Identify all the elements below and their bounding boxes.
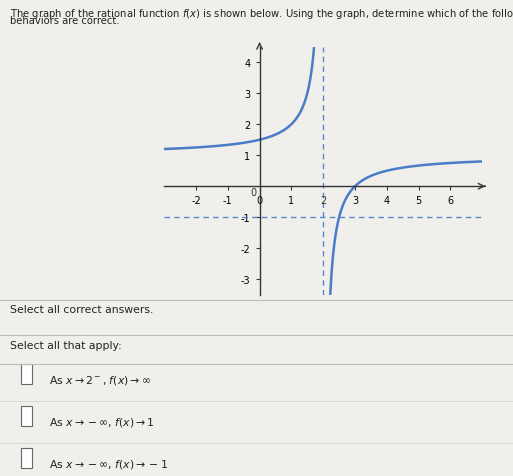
Text: As $x \to -\infty$, $f(x) \to 1$: As $x \to -\infty$, $f(x) \to 1$ bbox=[49, 416, 154, 428]
Text: 0: 0 bbox=[251, 188, 257, 198]
Text: behaviors are correct.: behaviors are correct. bbox=[10, 16, 120, 26]
Text: As $x \to 2^-$, $f(x) \to \infty$: As $x \to 2^-$, $f(x) \to \infty$ bbox=[49, 374, 151, 387]
Text: As $x \to -\infty$, $f(x) \to -1$: As $x \to -\infty$, $f(x) \to -1$ bbox=[49, 457, 168, 470]
Text: 2: 2 bbox=[320, 196, 326, 206]
Text: Select all correct answers.: Select all correct answers. bbox=[10, 305, 153, 315]
Text: The graph of the rational function $f(x)$ is shown below. Using the graph, deter: The graph of the rational function $f(x)… bbox=[10, 7, 513, 21]
Text: Select all that apply:: Select all that apply: bbox=[10, 340, 122, 350]
